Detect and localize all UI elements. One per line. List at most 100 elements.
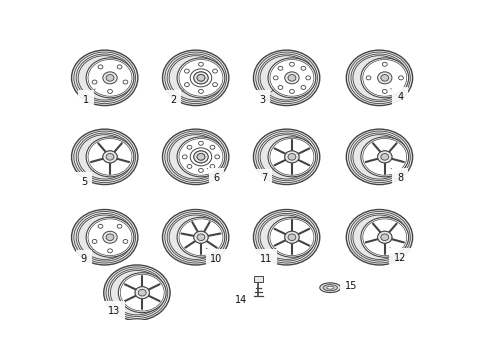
Ellipse shape — [106, 234, 114, 240]
Ellipse shape — [106, 75, 114, 81]
Ellipse shape — [197, 154, 204, 160]
Ellipse shape — [346, 50, 412, 105]
Ellipse shape — [198, 89, 203, 93]
Ellipse shape — [377, 151, 391, 163]
Ellipse shape — [107, 249, 112, 253]
Ellipse shape — [98, 65, 102, 69]
Ellipse shape — [380, 154, 388, 160]
Text: 5: 5 — [81, 170, 93, 187]
Ellipse shape — [103, 265, 170, 320]
Ellipse shape — [106, 154, 114, 160]
Ellipse shape — [193, 151, 208, 163]
Ellipse shape — [326, 286, 333, 289]
Ellipse shape — [102, 151, 117, 163]
Ellipse shape — [193, 231, 208, 243]
Ellipse shape — [187, 145, 191, 149]
FancyBboxPatch shape — [253, 276, 262, 282]
Ellipse shape — [380, 234, 388, 240]
Ellipse shape — [267, 58, 315, 98]
Ellipse shape — [366, 76, 370, 80]
Ellipse shape — [267, 137, 315, 177]
Ellipse shape — [253, 129, 319, 185]
Ellipse shape — [377, 72, 391, 84]
Ellipse shape — [301, 66, 305, 70]
Ellipse shape — [193, 151, 208, 163]
Ellipse shape — [287, 234, 295, 240]
Text: 6: 6 — [207, 168, 219, 183]
Ellipse shape — [287, 234, 295, 240]
Text: 7: 7 — [260, 168, 274, 184]
Ellipse shape — [253, 210, 319, 265]
Ellipse shape — [117, 224, 122, 228]
Ellipse shape — [190, 69, 211, 87]
Ellipse shape — [346, 129, 412, 185]
Ellipse shape — [71, 50, 138, 105]
Ellipse shape — [380, 234, 388, 240]
Ellipse shape — [92, 80, 97, 84]
Ellipse shape — [360, 58, 408, 98]
Ellipse shape — [377, 151, 391, 163]
Ellipse shape — [212, 69, 217, 73]
Ellipse shape — [398, 76, 403, 80]
Ellipse shape — [380, 75, 388, 81]
Ellipse shape — [197, 75, 204, 81]
Ellipse shape — [305, 76, 310, 80]
Ellipse shape — [86, 58, 134, 98]
Ellipse shape — [197, 234, 204, 240]
Ellipse shape — [187, 165, 191, 168]
Ellipse shape — [193, 72, 208, 84]
Ellipse shape — [382, 62, 386, 66]
Ellipse shape — [289, 89, 294, 93]
Ellipse shape — [177, 217, 224, 257]
Ellipse shape — [284, 72, 299, 84]
Ellipse shape — [380, 154, 388, 160]
Ellipse shape — [177, 137, 224, 177]
Text: 15: 15 — [342, 281, 357, 291]
Ellipse shape — [162, 210, 228, 265]
Ellipse shape — [287, 75, 295, 81]
Text: 8: 8 — [390, 168, 403, 183]
Ellipse shape — [301, 85, 305, 89]
Ellipse shape — [287, 154, 295, 160]
Ellipse shape — [198, 168, 203, 172]
Text: 9: 9 — [81, 249, 93, 264]
Ellipse shape — [138, 289, 146, 296]
Ellipse shape — [198, 141, 203, 145]
Ellipse shape — [210, 145, 214, 149]
Ellipse shape — [360, 217, 408, 257]
Ellipse shape — [86, 217, 134, 257]
Ellipse shape — [71, 210, 138, 265]
Ellipse shape — [319, 283, 340, 293]
Ellipse shape — [102, 72, 117, 84]
Ellipse shape — [193, 72, 208, 84]
Text: 2: 2 — [169, 90, 183, 105]
Ellipse shape — [267, 217, 315, 257]
Ellipse shape — [214, 155, 219, 159]
Ellipse shape — [253, 50, 319, 105]
Text: 4: 4 — [390, 89, 403, 102]
Ellipse shape — [135, 287, 149, 299]
Text: 3: 3 — [258, 90, 273, 105]
Text: 1: 1 — [82, 89, 95, 105]
Ellipse shape — [346, 210, 412, 265]
Ellipse shape — [212, 83, 217, 87]
Ellipse shape — [177, 58, 224, 98]
Ellipse shape — [102, 231, 117, 243]
Ellipse shape — [193, 231, 208, 243]
Ellipse shape — [107, 89, 112, 93]
Ellipse shape — [184, 69, 189, 73]
Text: 13: 13 — [108, 302, 125, 316]
Ellipse shape — [182, 155, 187, 159]
Ellipse shape — [273, 76, 278, 80]
Ellipse shape — [278, 66, 282, 70]
Ellipse shape — [382, 89, 386, 93]
Ellipse shape — [377, 231, 391, 243]
Ellipse shape — [360, 137, 408, 177]
Text: 14: 14 — [235, 294, 248, 305]
Ellipse shape — [210, 165, 214, 168]
Ellipse shape — [138, 289, 146, 296]
Ellipse shape — [278, 85, 282, 89]
Text: 11: 11 — [259, 248, 275, 264]
Ellipse shape — [198, 62, 203, 66]
Ellipse shape — [118, 273, 166, 312]
